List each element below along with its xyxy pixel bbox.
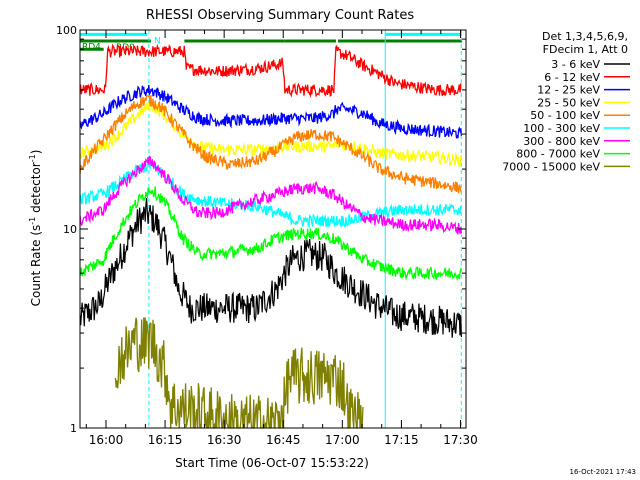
series-line-4: [79, 95, 463, 194]
flag-label: RD4: [82, 42, 101, 52]
chart-title: RHESSI Observing Summary Count Rates: [146, 8, 415, 23]
legend-label: 3 - 6 keV: [551, 58, 600, 71]
legend-label: 25 - 50 keV: [537, 96, 600, 109]
legend-label: 800 - 7000 keV: [516, 148, 600, 161]
footer-timestamp: 16-Oct-2021 17:43: [570, 468, 636, 476]
x-tick-label: 16:30: [207, 433, 242, 447]
series-line-6: [79, 155, 463, 235]
y-axis-label-sup2: -1: [28, 154, 37, 162]
legend-label: 6 - 12 keV: [544, 71, 600, 84]
series-line-2: [79, 85, 463, 139]
series-line-0: [79, 198, 462, 338]
y-axis-label-close: ): [29, 150, 43, 155]
x-tick-label: 16:45: [266, 433, 301, 447]
y-axis-label: Count Rate (s-1 detector-1): [28, 150, 43, 307]
legend-header-2: FDecim 1, Att 0: [543, 43, 628, 56]
y-tick-label: 100: [56, 24, 77, 37]
x-tick-label: 16:00: [89, 433, 124, 447]
series-line-1: [79, 43, 462, 99]
y-tick-label: 1: [70, 422, 77, 435]
x-tick-label: 17:30: [443, 433, 478, 447]
x-tick-label: 17:15: [384, 433, 419, 447]
series-line-7: [79, 186, 462, 282]
legend-label: 100 - 300 keV: [523, 122, 600, 135]
series-line-3: [79, 99, 463, 168]
legend-label: 50 - 100 keV: [530, 109, 600, 122]
y-tick-label: 10: [63, 223, 77, 236]
legend-label: 300 - 800 keV: [523, 135, 600, 148]
legend-header-1: Det 1,3,4,5,6,9,: [542, 30, 628, 43]
y-axis-label-main: Count Rate (s: [29, 225, 43, 307]
series-line-5: [79, 160, 462, 229]
count-rate-series: [79, 43, 463, 430]
y-axis-label-sup: -1: [28, 217, 37, 225]
axes: 100 10 1 16:00 16:15 16:30 16:45 17:00 17:15 17:3…: [56, 24, 478, 447]
y-axis-label-tail: detector: [29, 162, 43, 217]
x-tick-label: 16:15: [148, 433, 183, 447]
legend-label: 7000 - 15000 keV: [502, 160, 600, 173]
x-tick-label: 17:00: [325, 433, 360, 447]
x-axis-label: Start Time (06-Oct-07 15:53:22): [175, 456, 369, 470]
series-line-8: [114, 317, 364, 430]
legend-label: 12 - 25 keV: [537, 84, 600, 97]
flag-label: N: [154, 36, 161, 46]
